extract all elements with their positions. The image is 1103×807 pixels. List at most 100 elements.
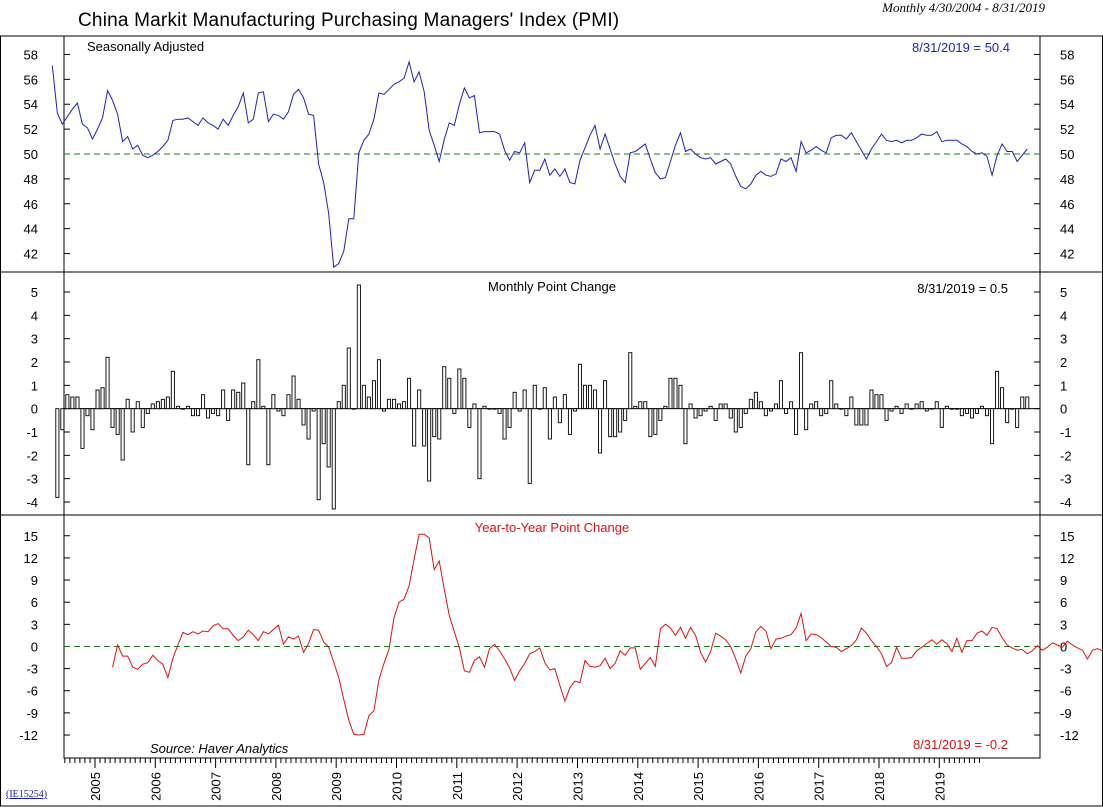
- mchg-bar: [467, 408, 472, 428]
- mchg-bar: [65, 394, 70, 410]
- mchg-bar: [995, 370, 1000, 410]
- x-axis: 2005 2006 2007 2008 2009 2010 2011 2012 2013 2014…: [64, 758, 980, 801]
- yoy-ytick-label-right: 3: [1060, 617, 1067, 632]
- mchg-bar: [376, 359, 381, 410]
- mchg-bar: [864, 408, 869, 426]
- mchg-ytick-label-right: -1: [1060, 425, 1072, 440]
- mchg-bar: [266, 408, 271, 466]
- mchg-bar: [236, 391, 241, 410]
- mchg-bar: [547, 408, 552, 440]
- mchg-bar: [110, 408, 115, 428]
- mchg-bar: [100, 387, 105, 410]
- mchg-bar: [874, 394, 879, 410]
- mchg-bar: [593, 389, 598, 410]
- mchg-bar: [160, 398, 165, 410]
- mchg-bar: [814, 401, 819, 410]
- mchg-bar: [537, 408, 542, 410]
- mchg-ytick-label-right: 0: [1060, 402, 1067, 417]
- x-year-label: 2014: [631, 772, 646, 801]
- mchg-bar: [407, 377, 412, 410]
- pmi-ytick-label: 44: [24, 222, 38, 237]
- mchg-bar: [281, 408, 286, 417]
- mchg-bar: [799, 352, 804, 410]
- pmi-ytick-label-right: 58: [1060, 47, 1074, 62]
- yoy-series-line: [112, 533, 1103, 736]
- series-code-link[interactable]: (IE15254): [6, 789, 48, 800]
- mchg-bar: [944, 405, 949, 410]
- mchg-bar: [733, 408, 738, 433]
- mchg-bar: [150, 403, 155, 410]
- mchg-bar: [708, 405, 713, 410]
- x-year-label: 2006: [148, 772, 163, 801]
- mchg-bar: [190, 408, 195, 417]
- chart-title: China Markit Manufacturing Purchasing Ma…: [78, 10, 620, 31]
- mchg-bar: [80, 408, 85, 449]
- mchg-bar: [603, 380, 608, 410]
- mchg-bar: [894, 405, 899, 410]
- mchg-bar: [572, 408, 577, 412]
- mchg-bar: [291, 375, 296, 410]
- mchg-bar: [693, 408, 698, 419]
- mchg-bar: [366, 396, 371, 410]
- yoy-ytick-label: 0: [31, 639, 38, 654]
- mchg-ytick-label: 0: [31, 402, 38, 417]
- mchg-bar: [789, 401, 794, 410]
- yoy-ytick-label: -9: [26, 706, 38, 721]
- pmi-ytick-label: 48: [24, 172, 38, 187]
- mchg-bar: [336, 401, 341, 410]
- mchg-bar: [472, 403, 477, 410]
- mchg-bar: [748, 398, 753, 410]
- mchg-bar: [256, 359, 261, 410]
- x-year-label: 2013: [571, 772, 586, 801]
- mchg-bar: [768, 408, 773, 412]
- yoy-ytick-label: 6: [31, 595, 38, 610]
- yoy-ytick-label: -3: [26, 662, 38, 677]
- mchg-ytick-label-right: 5: [1060, 285, 1067, 300]
- yoy-ytick-label: -12: [19, 728, 38, 743]
- mchg-bar: [598, 408, 603, 454]
- mchg-bar: [331, 408, 336, 510]
- mchg-bar: [653, 408, 658, 435]
- yoy-ytick-label-right: -9: [1060, 706, 1072, 721]
- mchg-bar: [356, 284, 361, 410]
- panel-frames: [0, 35, 1103, 807]
- mchg-bar: [386, 398, 391, 410]
- pmi-ytick-label-right: 42: [1060, 247, 1074, 262]
- mchg-bar: [663, 405, 668, 410]
- mchg-bar: [216, 408, 221, 417]
- mchg-bar: [502, 408, 507, 440]
- x-year-label: 2012: [510, 772, 525, 801]
- mchg-ytick-label-right: 3: [1060, 332, 1067, 347]
- monthly-change-annotation: 8/31/2019 = 0.5: [917, 281, 1008, 296]
- mchg-ytick-label: 3: [31, 332, 38, 347]
- mchg-bar: [361, 384, 366, 410]
- x-year-label: 2016: [751, 772, 766, 801]
- mchg-bar: [824, 408, 829, 414]
- mchg-bar: [417, 389, 422, 410]
- mchg-bar: [155, 401, 160, 410]
- yoy-ytick-label-right: 9: [1060, 573, 1067, 588]
- mchg-bar: [562, 394, 567, 410]
- pmi-ytick-label: 54: [24, 97, 38, 112]
- mchg-bar: [974, 408, 979, 414]
- pmi-ytick-label: 46: [24, 197, 38, 212]
- mchg-bar: [271, 394, 276, 410]
- mchg-bar: [914, 403, 919, 410]
- pmi-series-line: [51, 60, 1028, 269]
- mchg-bar: [723, 403, 728, 410]
- mchg-bar: [246, 408, 251, 466]
- mchg-ytick-label-right: -4: [1060, 495, 1072, 510]
- period-label: Monthly 4/30/2004 - 8/31/2019: [882, 0, 1045, 15]
- mchg-bar: [949, 408, 954, 410]
- mchg-bar: [427, 408, 432, 482]
- pmi-panel: 58 58 56 56 54 54 52 52 50 50 48 48 46 46 44 44 42 42: [24, 47, 1074, 269]
- mchg-bar: [321, 408, 326, 445]
- pmi-latest-annotation: 8/31/2019 = 50.4: [912, 40, 1010, 55]
- mchg-bar: [773, 403, 778, 410]
- mchg-bar: [567, 408, 572, 435]
- mchg-bar: [678, 384, 683, 410]
- mchg-bar: [979, 405, 984, 410]
- x-year-label: 2019: [932, 772, 947, 801]
- pmi-ytick-label-right: 52: [1060, 122, 1074, 137]
- mchg-ytick-label: 4: [31, 308, 38, 323]
